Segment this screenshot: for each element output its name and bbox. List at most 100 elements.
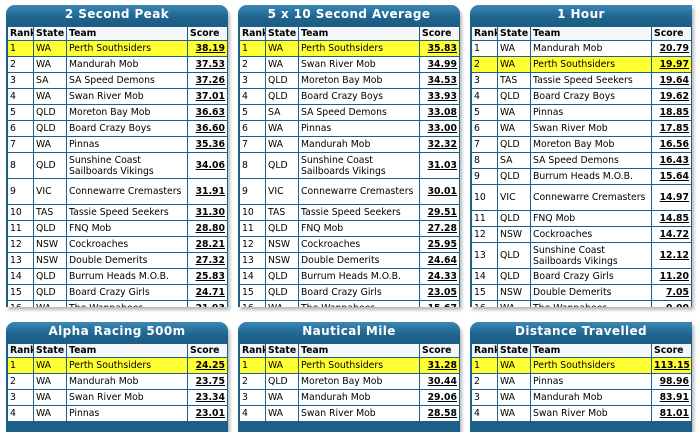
- rank-cell: 16: [8, 301, 33, 307]
- score-link[interactable]: 34.06: [188, 153, 227, 178]
- table-row: 7 WA Mandurah Mob 32.32: [240, 137, 459, 152]
- table-row: 3 SA SA Speed Demons 37.26: [8, 73, 227, 88]
- score-link[interactable]: 30.01: [420, 179, 459, 204]
- score-link[interactable]: 29.06: [420, 390, 459, 405]
- score-link[interactable]: 17.85: [652, 121, 691, 136]
- table-row: 1 WA Perth Southsiders 24.25: [8, 358, 227, 373]
- score-link[interactable]: 30.44: [420, 374, 459, 389]
- score-link[interactable]: 21.93: [188, 301, 227, 307]
- table-row: 14 QLD Burrum Heads M.O.B. 25.83: [8, 269, 227, 284]
- score-link[interactable]: 83.91: [652, 390, 691, 405]
- team-cell: Board Crazy Boys: [299, 89, 419, 104]
- score-link[interactable]: 35.36: [188, 137, 227, 152]
- rank-cell: 14: [240, 269, 265, 284]
- score-link[interactable]: 31.91: [188, 179, 227, 204]
- team-cell: FNQ Mob: [299, 221, 419, 236]
- score-link[interactable]: 36.60: [188, 121, 227, 136]
- score-link[interactable]: 7.05: [652, 285, 691, 300]
- score-link[interactable]: 23.34: [188, 390, 227, 405]
- score-link[interactable]: 24.64: [420, 253, 459, 268]
- team-cell: Swan River Mob: [67, 89, 187, 104]
- rank-cell: 8: [240, 153, 265, 178]
- score-link[interactable]: 25.95: [420, 237, 459, 252]
- table-row: 13 QLD Sunshine Coast Sailboards Vikings 12…: [472, 243, 691, 268]
- score-link[interactable]: 34.53: [420, 73, 459, 88]
- team-cell: Swan River Mob: [531, 406, 651, 421]
- rank-cell: 7: [240, 137, 265, 152]
- state-cell: WA: [34, 358, 66, 373]
- score-link[interactable]: 31.03: [420, 153, 459, 178]
- score-link[interactable]: 113.15: [652, 358, 691, 373]
- score-link[interactable]: 23.05: [420, 285, 459, 300]
- score-link[interactable]: 27.32: [188, 253, 227, 268]
- score-link[interactable]: 0.00: [652, 301, 691, 307]
- score-link[interactable]: 23.01: [188, 406, 227, 421]
- state-cell: QLD: [266, 269, 298, 284]
- score-link[interactable]: 15.67: [420, 301, 459, 307]
- table-row: 14 QLD Burrum Heads M.O.B. 24.33: [240, 269, 459, 284]
- score-link[interactable]: 35.83: [420, 41, 459, 56]
- table-row: 9 VIC Connewarre Cremasters 31.91: [8, 179, 227, 204]
- score-link[interactable]: 14.97: [652, 185, 691, 210]
- score-link[interactable]: 25.83: [188, 269, 227, 284]
- score-link[interactable]: 12.12: [652, 243, 691, 268]
- score-link[interactable]: 28.58: [420, 406, 459, 421]
- score-link[interactable]: 36.63: [188, 105, 227, 120]
- state-cell: VIC: [498, 185, 530, 210]
- score-link[interactable]: 37.01: [188, 89, 227, 104]
- score-link[interactable]: 33.93: [420, 89, 459, 104]
- team-cell: Burrum Heads M.O.B.: [67, 269, 187, 284]
- team-cell: Swan River Mob: [531, 121, 651, 136]
- score-link[interactable]: 33.00: [420, 121, 459, 136]
- score-link[interactable]: 14.72: [652, 227, 691, 242]
- rank-cell: 6: [472, 121, 497, 136]
- score-link[interactable]: 37.53: [188, 57, 227, 72]
- score-link[interactable]: 20.79: [652, 41, 691, 56]
- leaderboard-table: RankStateTeamScore1WAPerth Southsiders38…: [7, 26, 228, 307]
- score-link[interactable]: 33.08: [420, 105, 459, 120]
- score-link[interactable]: 28.80: [188, 221, 227, 236]
- score-link[interactable]: 24.33: [420, 269, 459, 284]
- score-link[interactable]: 16.56: [652, 137, 691, 152]
- score-link[interactable]: 14.85: [652, 211, 691, 226]
- table-row: 4 WA Swan River Mob 37.01: [8, 89, 227, 104]
- score-link[interactable]: 18.85: [652, 105, 691, 120]
- score-link[interactable]: 28.21: [188, 237, 227, 252]
- score-link[interactable]: 23.75: [188, 374, 227, 389]
- table-row: 2 WA Mandurah Mob 37.53: [8, 57, 227, 72]
- score-link[interactable]: 34.99: [420, 57, 459, 72]
- team-cell: Mandurah Mob: [67, 374, 187, 389]
- rank-cell: 12: [240, 237, 265, 252]
- rank-cell: 1: [240, 41, 265, 56]
- score-link[interactable]: 24.25: [188, 358, 227, 373]
- table-header-row: RankStateTeamScore: [472, 344, 691, 357]
- score-link[interactable]: 38.19: [188, 41, 227, 56]
- team-cell: Board Crazy Boys: [67, 121, 187, 136]
- score-link[interactable]: 37.26: [188, 73, 227, 88]
- score-link[interactable]: 81.01: [652, 406, 691, 421]
- team-cell: Double Demerits: [299, 253, 419, 268]
- rank-cell: 12: [8, 237, 33, 252]
- table-row: 4 QLD Board Crazy Boys 33.93: [240, 89, 459, 104]
- rank-cell: 4: [472, 89, 497, 104]
- state-header: State: [266, 344, 298, 357]
- score-link[interactable]: 27.28: [420, 221, 459, 236]
- score-link[interactable]: 32.32: [420, 137, 459, 152]
- score-link[interactable]: 19.97: [652, 57, 691, 72]
- team-cell: Pinnas: [67, 406, 187, 421]
- score-link[interactable]: 11.20: [652, 269, 691, 284]
- score-link[interactable]: 15.64: [652, 169, 691, 184]
- rank-cell: 2: [8, 57, 33, 72]
- score-link[interactable]: 24.71: [188, 285, 227, 300]
- score-link[interactable]: 31.30: [188, 205, 227, 220]
- score-link[interactable]: 29.51: [420, 205, 459, 220]
- score-link[interactable]: 16.43: [652, 153, 691, 168]
- state-cell: WA: [498, 105, 530, 120]
- score-link[interactable]: 19.64: [652, 73, 691, 88]
- score-link[interactable]: 19.62: [652, 89, 691, 104]
- score-link[interactable]: 31.28: [420, 358, 459, 373]
- team-cell: Moreton Bay Mob: [67, 105, 187, 120]
- score-link[interactable]: 98.96: [652, 374, 691, 389]
- team-cell: Double Demerits: [531, 285, 651, 300]
- rank-cell: 4: [472, 406, 497, 421]
